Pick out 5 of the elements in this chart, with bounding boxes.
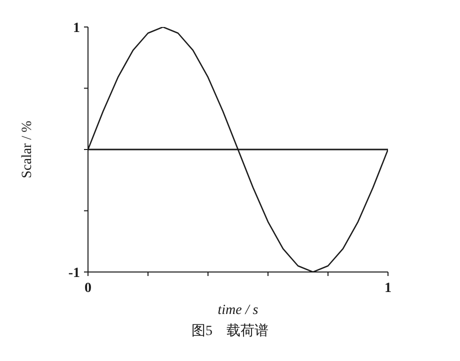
text: 图5 载荷谱 — [190, 322, 270, 340]
y-tick-label: -1 — [68, 266, 80, 281]
x-tick-label: 0 — [84, 281, 92, 296]
x-axis-title: time / s — [218, 303, 259, 318]
y-axis-title: Scalar / % — [20, 120, 35, 178]
